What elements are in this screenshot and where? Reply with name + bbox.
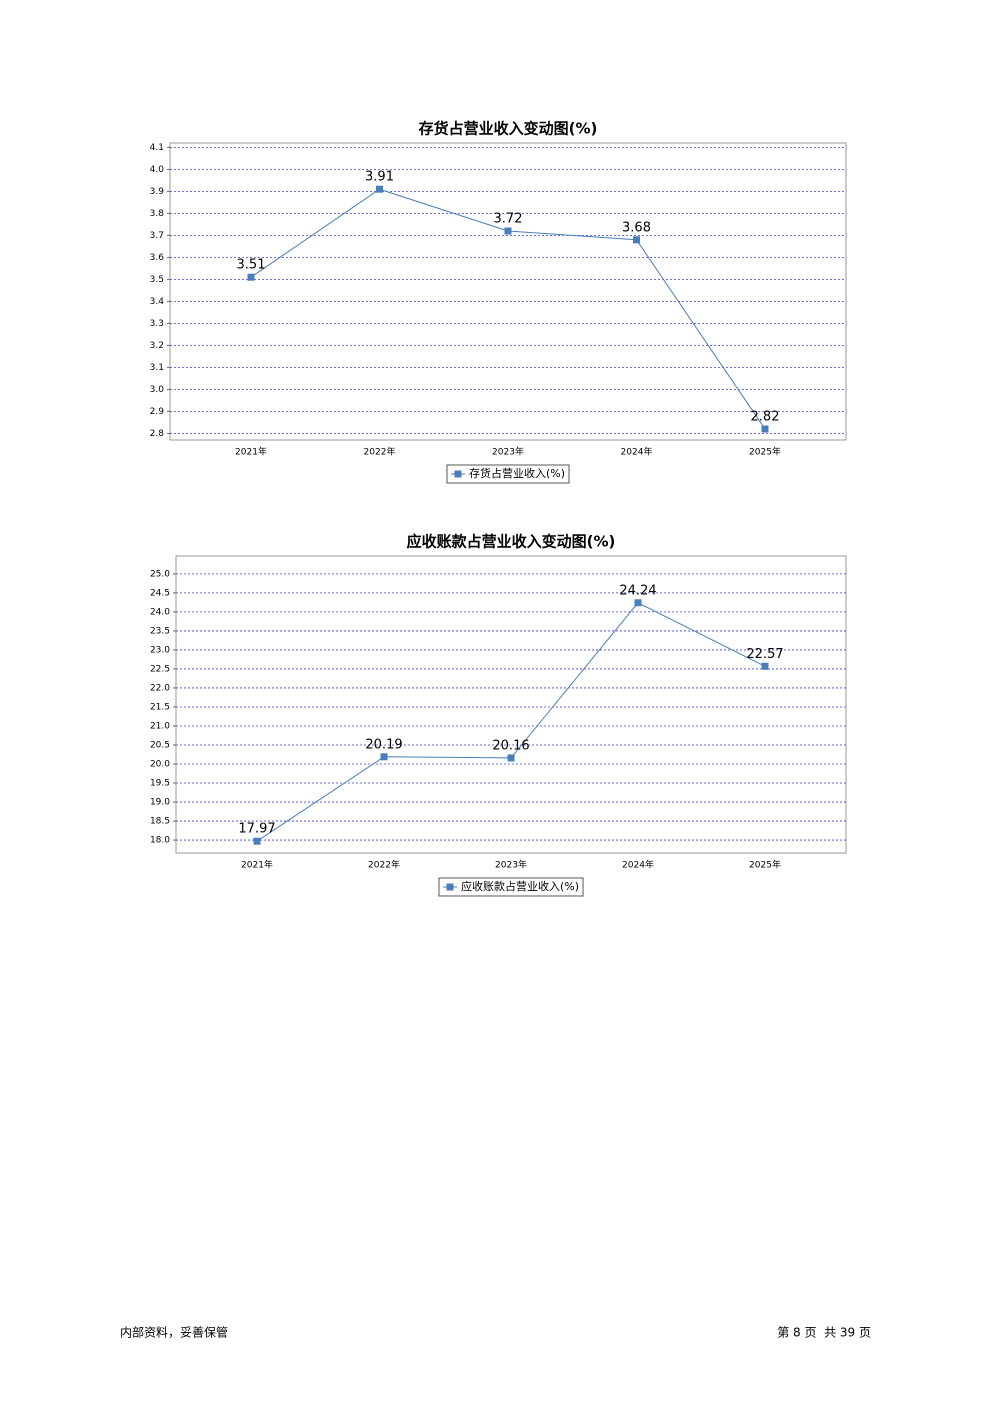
y-tick-label: 3.1 — [150, 363, 164, 373]
x-tick-label: 2024年 — [622, 859, 654, 871]
y-tick-label: 24.5 — [150, 588, 170, 598]
data-label: 3.91 — [365, 170, 394, 185]
x-tick-label: 2024年 — [621, 446, 653, 458]
y-tick-label: 23.5 — [150, 626, 170, 636]
legend-label: 应收账款占营业收入(%) — [461, 879, 579, 893]
marker — [761, 662, 769, 670]
y-tick-label: 18.5 — [150, 817, 170, 827]
data-label: 3.51 — [237, 258, 266, 273]
data-label: 20.16 — [492, 738, 529, 753]
data-label: 3.68 — [622, 220, 651, 235]
y-tick-label: 3.5 — [150, 275, 164, 285]
marker — [247, 273, 255, 281]
y-tick-label: 4.0 — [150, 165, 165, 175]
legend-label: 存货占营业收入(%) — [469, 466, 565, 480]
y-tick-label: 3.7 — [150, 231, 164, 241]
marker — [376, 185, 383, 193]
y-tick-label: 20.0 — [150, 760, 170, 770]
y-tick-label: 2.8 — [150, 429, 165, 439]
x-tick-label: 2022年 — [364, 446, 396, 458]
chart-title: 应收账款占营业收入变动图(%) — [407, 533, 616, 551]
y-tick-label: 22.5 — [150, 664, 170, 674]
y-tick-label: 24.0 — [150, 607, 170, 617]
y-tick-label: 4.1 — [150, 143, 164, 153]
data-label: 20.19 — [365, 737, 402, 752]
data-label: 22.57 — [746, 647, 783, 662]
plot-area — [175, 555, 847, 854]
y-tick-label: 3.0 — [150, 385, 165, 395]
data-label: 3.72 — [494, 212, 523, 227]
legend-marker — [454, 470, 462, 478]
footer-right: 第 8 页 共 39 页 — [777, 1326, 871, 1340]
y-tick-label: 19.5 — [150, 779, 170, 789]
footer-left: 内部资料，妥善保管 — [120, 1325, 228, 1340]
x-tick-label: 2023年 — [492, 446, 524, 458]
chart-title: 存货占营业收入变动图(%) — [419, 120, 598, 138]
legend-marker — [446, 883, 454, 891]
marker — [507, 754, 515, 762]
y-tick-label: 18.0 — [150, 836, 170, 846]
y-tick-label: 20.5 — [150, 741, 170, 751]
data-label: 24.24 — [619, 583, 656, 598]
marker — [634, 599, 642, 607]
y-tick-label: 3.8 — [150, 209, 165, 219]
y-tick-label: 3.9 — [150, 187, 165, 197]
x-tick-label: 2025年 — [749, 446, 781, 458]
y-tick-label: 22.0 — [150, 683, 170, 693]
y-tick-label: 2.9 — [150, 407, 165, 417]
y-tick-label: 19.0 — [150, 798, 170, 808]
marker — [380, 753, 388, 761]
marker — [504, 227, 512, 235]
x-tick-label: 2022年 — [368, 859, 400, 871]
y-tick-label: 23.0 — [150, 645, 170, 655]
plot-area — [169, 142, 847, 441]
legend-box — [446, 464, 570, 484]
x-tick-label: 2021年 — [235, 446, 267, 458]
x-tick-label: 2025年 — [749, 859, 781, 871]
marker — [253, 837, 261, 845]
y-tick-label: 3.2 — [150, 341, 164, 351]
y-tick-label: 25.0 — [150, 569, 170, 579]
y-tick-label: 3.6 — [150, 253, 165, 263]
x-tick-label: 2021年 — [241, 859, 273, 871]
marker — [761, 425, 769, 433]
marker — [633, 236, 640, 244]
data-label: 17.97 — [238, 822, 275, 837]
series-line — [256, 602, 766, 842]
y-tick-label: 21.0 — [150, 721, 170, 731]
y-tick-label: 3.4 — [150, 297, 165, 307]
legend-box — [438, 877, 584, 897]
data-label: 2.82 — [751, 410, 780, 425]
x-tick-label: 2023年 — [495, 859, 527, 871]
y-tick-label: 3.3 — [150, 319, 164, 329]
y-tick-label: 21.5 — [150, 702, 170, 712]
